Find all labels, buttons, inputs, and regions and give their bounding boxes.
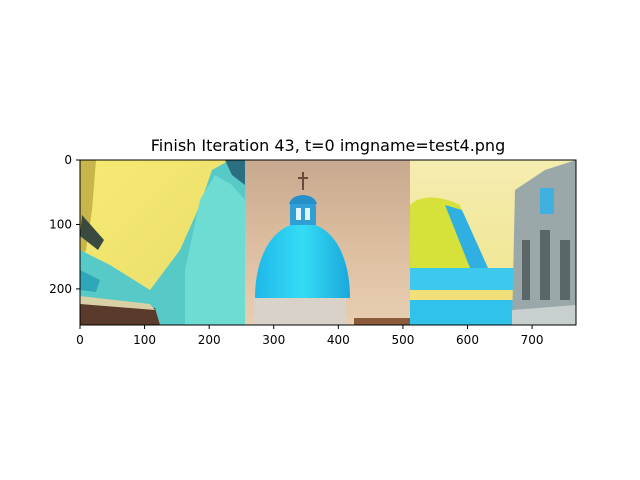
y-tick-label: 100 bbox=[49, 217, 72, 231]
x-tick-label: 400 bbox=[327, 333, 350, 347]
image-area bbox=[80, 160, 576, 325]
x-tick-label: 500 bbox=[391, 333, 414, 347]
x-tick-label: 300 bbox=[262, 333, 285, 347]
x-tick-label: 700 bbox=[521, 333, 544, 347]
chart-title: Finish Iteration 43, t=0 imgname=test4.p… bbox=[151, 136, 505, 155]
x-tick-label: 200 bbox=[198, 333, 221, 347]
axes-frame bbox=[79, 159, 577, 326]
x-tick-label: 100 bbox=[133, 333, 156, 347]
x-tick-label: 600 bbox=[456, 333, 479, 347]
image-panel-3 bbox=[410, 160, 576, 325]
image-panel-1 bbox=[80, 160, 245, 325]
y-axis: 0 100 200 bbox=[49, 153, 80, 296]
y-tick-label: 0 bbox=[64, 153, 72, 167]
image-panel-2 bbox=[245, 160, 410, 325]
x-tick-label: 0 bbox=[76, 333, 84, 347]
x-axis: 0 100 200 300 400 500 600 700 bbox=[76, 325, 544, 347]
y-tick-label: 200 bbox=[49, 282, 72, 296]
